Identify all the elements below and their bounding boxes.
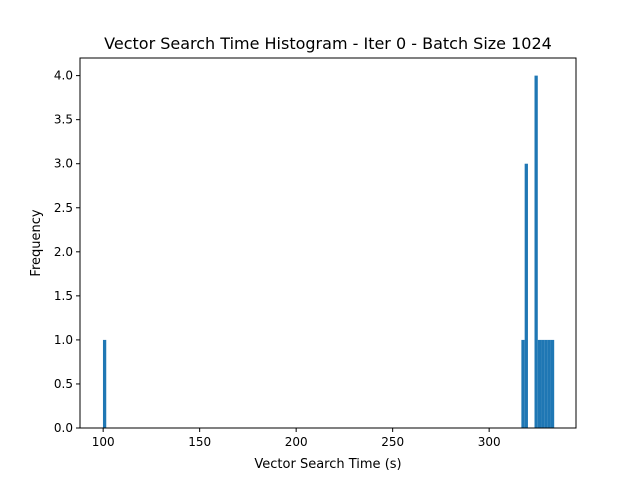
x-axis-ticks: 100 150 200 250 300 bbox=[92, 428, 501, 449]
x-tick-label: 250 bbox=[381, 435, 404, 449]
y-tick-label: 3.5 bbox=[54, 113, 73, 127]
histogram-bar bbox=[550, 339, 555, 428]
x-tick-label: 150 bbox=[188, 435, 211, 449]
histogram-bar bbox=[544, 339, 548, 428]
y-tick-label: 4.0 bbox=[54, 69, 73, 83]
y-tick-label: 0.0 bbox=[54, 421, 73, 435]
y-tick-label: 3.0 bbox=[54, 157, 73, 171]
x-tick-label: 100 bbox=[92, 435, 115, 449]
y-tick-label: 2.0 bbox=[54, 245, 73, 259]
x-axis-label: Vector Search Time (s) bbox=[254, 457, 401, 472]
y-axis-ticks: 0.0 0.5 1.0 1.5 2.0 2.5 3.0 3.5 4.0 bbox=[54, 69, 80, 435]
y-tick-label: 1.0 bbox=[54, 333, 73, 347]
y-tick-label: 1.5 bbox=[54, 289, 73, 303]
plot-frame bbox=[79, 57, 577, 429]
histogram-bar bbox=[537, 339, 542, 428]
histogram-bar bbox=[524, 163, 528, 428]
histogram-bar bbox=[534, 75, 538, 428]
x-tick-label: 300 bbox=[478, 435, 501, 449]
histogram-bar bbox=[102, 339, 107, 428]
bars-group bbox=[102, 75, 555, 428]
chart-title: Vector Search Time Histogram - Iter 0 - … bbox=[104, 34, 552, 53]
y-axis-label: Frequency bbox=[29, 209, 44, 276]
histogram-bar bbox=[541, 339, 545, 428]
x-tick-label: 200 bbox=[285, 435, 308, 449]
histogram-bar bbox=[547, 339, 551, 428]
y-tick-label: 0.5 bbox=[54, 377, 73, 391]
histogram-bar bbox=[521, 339, 525, 428]
y-tick-label: 2.5 bbox=[54, 201, 73, 215]
